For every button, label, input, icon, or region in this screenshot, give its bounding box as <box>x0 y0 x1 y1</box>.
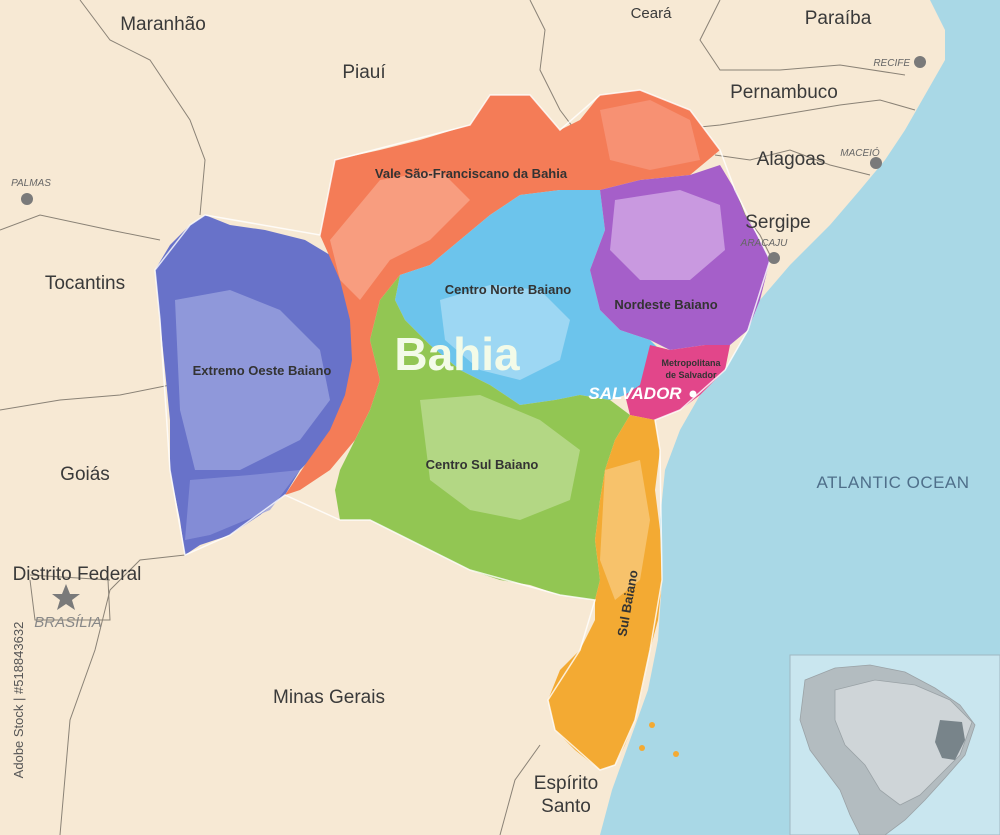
region-label-centro-sul: Centro Sul Baiano <box>426 457 539 472</box>
ocean-label: ATLANTIC OCEAN <box>816 473 969 492</box>
state-label-espirito-santo-line1: Espírito <box>534 773 598 794</box>
nordeste-light-zone <box>610 190 725 280</box>
city-marker-aracaju <box>768 252 780 264</box>
centro-sul-light-zone <box>420 395 580 520</box>
city-label-maceio: MACEIÓ <box>840 146 880 159</box>
inset-locator-map <box>789 654 1000 835</box>
city-label-recife: RECIFE <box>873 58 910 69</box>
capital-marker-salvador <box>689 390 697 398</box>
vale-light-zone-2 <box>600 100 700 170</box>
watermark-id: Adobe Stock | #518843632 <box>11 622 26 779</box>
sul-light-zone <box>600 460 650 600</box>
extremo-oeste-light-zone <box>175 290 330 470</box>
state-label-piaui: Piauí <box>342 62 386 83</box>
region-label-extremo-oeste: Extremo Oeste Baiano <box>193 363 332 378</box>
island <box>639 745 645 751</box>
island <box>673 751 679 757</box>
state-label-minas-gerais: Minas Gerais <box>273 687 385 708</box>
city-marker-maceio <box>870 157 882 169</box>
state-label-maranhao: Maranhão <box>120 14 206 35</box>
centro-norte-light-zone <box>440 285 570 380</box>
state-label-ceara: Ceará <box>631 5 673 22</box>
state-label-distrito-federal: Distrito Federal <box>13 564 142 585</box>
state-label-pernambuco: Pernambuco <box>730 82 838 103</box>
state-label-tocantins: Tocantins <box>45 273 125 294</box>
region-metropolitana-salvador <box>625 345 730 420</box>
state-label-espirito-santo-line2: Santo <box>541 796 591 817</box>
capital-star-icon <box>52 584 80 610</box>
state-label-alagoas: Alagoas <box>757 149 826 170</box>
bahia-state-outline <box>154 89 771 771</box>
island <box>649 722 655 728</box>
state-label-paraiba: Paraíba <box>805 8 872 29</box>
city-marker-palmas <box>21 193 33 205</box>
city-label-brasilia: BRASÍLIA <box>34 614 102 631</box>
inset-bahia-highlight <box>935 720 965 760</box>
atlantic-ocean-area <box>600 0 1000 835</box>
vale-light-zone <box>330 170 470 300</box>
city-marker-recife <box>914 56 926 68</box>
region-label-nordeste: Nordeste Baiano <box>614 297 717 312</box>
neighbor-borders <box>0 0 916 835</box>
state-label-sergipe: Sergipe <box>745 212 811 233</box>
capital-label-salvador: SALVADOR <box>588 384 682 403</box>
extremo-oeste-light-zone-2 <box>185 470 300 540</box>
city-label-palmas: PALMAS <box>11 178 51 189</box>
region-label-metropolitana-line2: de Salvador <box>665 370 717 380</box>
city-label-aracaju: ARACAJU <box>740 238 788 249</box>
region-label-centro-norte: Centro Norte Baiano <box>445 282 571 297</box>
region-label-metropolitana-line1: Metropolitana <box>661 358 721 368</box>
inset-brazil <box>834 679 973 806</box>
state-label-goias: Goiás <box>60 464 110 485</box>
region-label-vale: Vale São-Franciscano da Bahia <box>375 166 568 181</box>
state-name-bahia: Bahia <box>394 328 520 380</box>
